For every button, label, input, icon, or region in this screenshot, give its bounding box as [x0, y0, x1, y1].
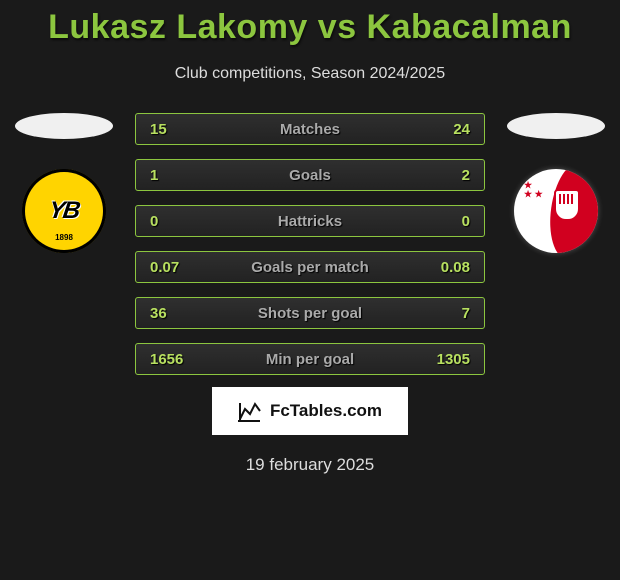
stat-label: Goals [200, 167, 420, 184]
stats-column: 15 Matches 24 1 Goals 2 0 Hattricks 0 0.… [135, 113, 485, 375]
stat-row-goals-per-match: 0.07 Goals per match 0.08 [135, 251, 485, 283]
brand-text: FcTables.com [266, 401, 382, 421]
stat-label: Goals per match [200, 259, 420, 276]
left-crest-year: 1898 [55, 233, 73, 242]
stat-label: Hattricks [200, 213, 420, 230]
brand-chart-icon [238, 399, 262, 423]
left-player-avatar [15, 113, 113, 139]
stat-right-value: 0.08 [420, 259, 470, 276]
stat-row-shots-per-goal: 36 Shots per goal 7 [135, 297, 485, 329]
stat-right-value: 1305 [420, 351, 470, 368]
stat-left-value: 15 [150, 121, 200, 138]
stat-row-goals: 1 Goals 2 [135, 159, 485, 191]
stat-label: Matches [200, 121, 420, 138]
stat-left-value: 36 [150, 305, 200, 322]
stat-right-value: 2 [420, 167, 470, 184]
stat-left-value: 0.07 [150, 259, 200, 276]
stat-right-value: 0 [420, 213, 470, 230]
right-crest-stars-icon: ★★ ★ [524, 181, 543, 199]
stat-row-matches: 15 Matches 24 [135, 113, 485, 145]
right-crest-shield-icon [554, 189, 580, 221]
subtitle: Club competitions, Season 2024/2025 [0, 65, 620, 83]
stat-row-min-per-goal: 1656 Min per goal 1305 [135, 343, 485, 375]
brand-badge[interactable]: FcTables.com [212, 387, 408, 435]
right-club-crest: ★★ ★ [514, 169, 598, 253]
stat-left-value: 1 [150, 167, 200, 184]
stat-label: Min per goal [200, 351, 420, 368]
stat-label: Shots per goal [200, 305, 420, 322]
stat-left-value: 0 [150, 213, 200, 230]
page-title: Lukasz Lakomy vs Kabacalman [0, 0, 620, 47]
stat-right-value: 24 [420, 121, 470, 138]
left-crest-letters: YB [47, 197, 80, 225]
left-player-column: YB 1898 [9, 113, 119, 253]
date-line: 19 february 2025 [0, 455, 620, 475]
right-player-column: ★★ ★ [501, 113, 611, 253]
stat-right-value: 7 [420, 305, 470, 322]
stat-left-value: 1656 [150, 351, 200, 368]
comparison-area: YB 1898 15 Matches 24 1 Goals 2 0 Hattri… [0, 113, 620, 375]
right-player-avatar [507, 113, 605, 139]
left-club-crest: YB 1898 [22, 169, 106, 253]
stat-row-hattricks: 0 Hattricks 0 [135, 205, 485, 237]
